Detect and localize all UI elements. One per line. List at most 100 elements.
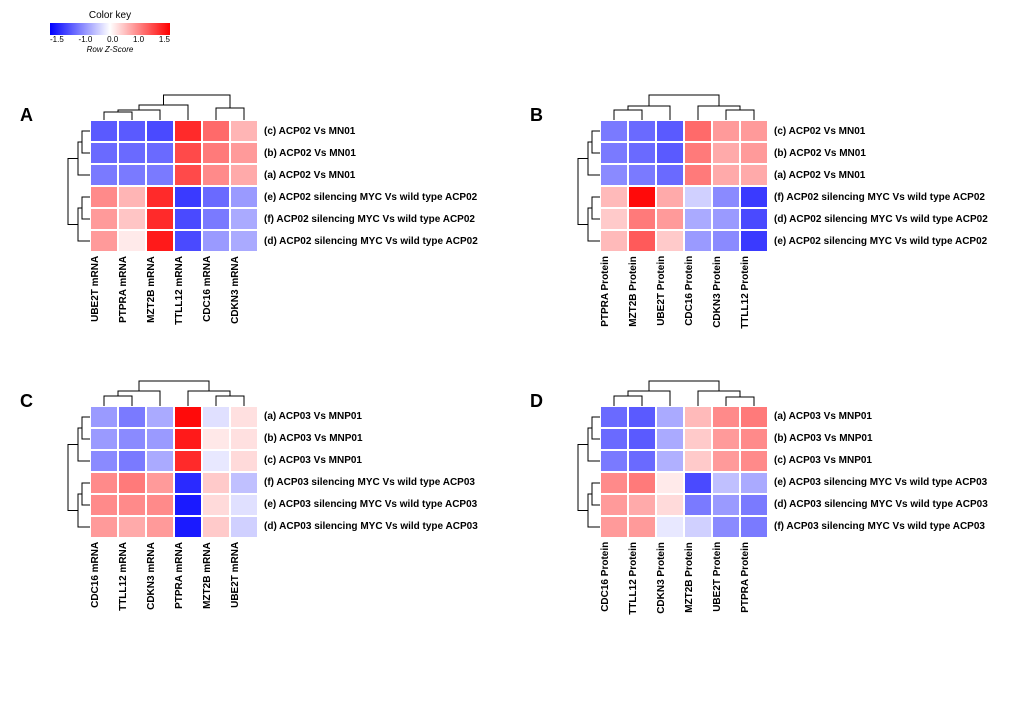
heatmap-cell	[740, 230, 768, 252]
row-label: (e) ACP02 silencing MYC Vs wild type ACP…	[774, 230, 988, 252]
heatmap-cell	[118, 186, 146, 208]
row-dendrogram	[65, 120, 90, 252]
heatmap-cell	[628, 120, 656, 142]
heatmap-cell	[684, 164, 712, 186]
heatmap-cell	[740, 450, 768, 472]
row-label: (d) ACP03 silencing MYC Vs wild type ACP…	[774, 494, 988, 516]
panel-D: D(a) ACP03 Vs MNP01(b) ACP03 Vs MNP01(c)…	[530, 361, 1000, 617]
panels-grid: A (c) ACP02 Vs MN01(b) ACP02 Vs MN01(a) A…	[20, 20, 1000, 617]
heatmap-cell	[740, 120, 768, 142]
panel-letter: D	[530, 391, 543, 412]
heatmap-cell	[146, 428, 174, 450]
heatmap-cell	[600, 186, 628, 208]
heatmap-cell	[656, 406, 684, 428]
heatmap-cell	[118, 450, 146, 472]
heatmap-cell	[712, 208, 740, 230]
row-dendrogram	[575, 406, 600, 538]
heatmap-cell	[118, 230, 146, 252]
column-label: CDKN3 Protein	[712, 256, 740, 331]
heatmap-cell	[90, 494, 118, 516]
heatmap-cell	[656, 472, 684, 494]
heatmap-cell	[230, 164, 258, 186]
heatmap-cell	[90, 472, 118, 494]
column-label: PTPRA Protein	[600, 256, 628, 331]
column-label: MZT2B Protein	[628, 256, 656, 331]
heatmap-cell	[90, 120, 118, 142]
heatmap-cell	[712, 120, 740, 142]
panel-letter: A	[20, 105, 33, 126]
heatmap-cell	[628, 186, 656, 208]
heatmap-cell	[146, 450, 174, 472]
heatmap-cell	[740, 428, 768, 450]
row-labels: (a) ACP03 Vs MNP01(b) ACP03 Vs MNP01(c) …	[258, 406, 478, 538]
heatmap-cell	[712, 450, 740, 472]
column-label: MZT2B Protein	[684, 542, 712, 617]
column-label: CDKN3 Protein	[656, 542, 684, 617]
heatmap	[90, 406, 258, 538]
heatmap-cell	[202, 230, 230, 252]
column-label: MZT2B mRNA	[146, 256, 174, 327]
column-label: TTLL12 mRNA	[174, 256, 202, 327]
heatmap-cell	[712, 142, 740, 164]
panel-A: A (c) ACP02 Vs MN01(b) ACP02 Vs MN01(a) A…	[20, 75, 490, 331]
panel-letter: C	[20, 391, 33, 412]
heatmap-cell	[146, 494, 174, 516]
column-dendrogram	[600, 75, 768, 120]
column-label: CDKN3 mRNA	[146, 542, 174, 613]
panel-C: C (a) ACP03 Vs MNP01(b) ACP03 Vs MNP01(c)…	[20, 361, 490, 617]
heatmap-cell	[174, 450, 202, 472]
heatmap-cell	[118, 472, 146, 494]
heatmap-cell	[684, 230, 712, 252]
heatmap-cell	[684, 450, 712, 472]
column-labels: PTPRA ProteinMZT2B ProteinUBE2T ProteinC…	[600, 256, 768, 331]
heatmap-cell	[740, 142, 768, 164]
heatmap-cell	[146, 472, 174, 494]
row-label: (b) ACP02 Vs MN01	[264, 142, 478, 164]
heatmap-cell	[230, 406, 258, 428]
heatmap-cell	[146, 120, 174, 142]
heatmap-cell	[600, 450, 628, 472]
heatmap-cell	[600, 472, 628, 494]
heatmap-cell	[174, 208, 202, 230]
heatmap-cell	[740, 164, 768, 186]
column-dendrogram	[90, 75, 258, 120]
heatmap-cell	[740, 208, 768, 230]
row-label: (e) ACP02 silencing MYC Vs wild type ACP…	[264, 186, 478, 208]
heatmap-cell	[656, 120, 684, 142]
color-key: Color key -1.5 -1.0 0.0 1.0 1.5 Row Z-Sc…	[50, 10, 170, 54]
row-label: (e) ACP03 silencing MYC Vs wild type ACP…	[264, 494, 478, 516]
heatmap-cell	[712, 406, 740, 428]
heatmap-cell	[174, 472, 202, 494]
heatmap-cell	[712, 230, 740, 252]
heatmap-cell	[740, 406, 768, 428]
color-key-ticks: -1.5 -1.0 0.0 1.0 1.5	[50, 35, 170, 44]
heatmap-cell	[656, 516, 684, 538]
row-dendrogram	[575, 120, 600, 252]
row-label: (d) ACP02 silencing MYC Vs wild type ACP…	[264, 230, 478, 252]
column-label: MZT2B mRNA	[202, 542, 230, 613]
heatmap-cell	[628, 450, 656, 472]
heatmap-cell	[684, 120, 712, 142]
row-label: (b) ACP03 Vs MNP01	[264, 428, 478, 450]
heatmap-cell	[146, 186, 174, 208]
heatmap-cell	[684, 186, 712, 208]
heatmap-cell	[202, 208, 230, 230]
heatmap-cell	[230, 186, 258, 208]
heatmap-cell	[684, 142, 712, 164]
heatmap-cell	[600, 120, 628, 142]
heatmap-cell	[202, 428, 230, 450]
heatmap-cell	[684, 406, 712, 428]
column-label: TTLL12 Protein	[740, 256, 768, 331]
column-label: PTPRA mRNA	[174, 542, 202, 613]
heatmap-cell	[600, 494, 628, 516]
heatmap-cell	[202, 516, 230, 538]
heatmap-cell	[90, 406, 118, 428]
row-label: (a) ACP02 Vs MN01	[774, 164, 988, 186]
heatmap-cell	[202, 120, 230, 142]
row-label: (a) ACP03 Vs MNP01	[774, 406, 988, 428]
column-label: UBE2T Protein	[712, 542, 740, 617]
heatmap-cell	[628, 406, 656, 428]
color-key-gradient	[50, 23, 170, 35]
heatmap-cell	[600, 208, 628, 230]
row-labels: (c) ACP02 Vs MN01(b) ACP02 Vs MN01(a) AC…	[258, 120, 478, 252]
